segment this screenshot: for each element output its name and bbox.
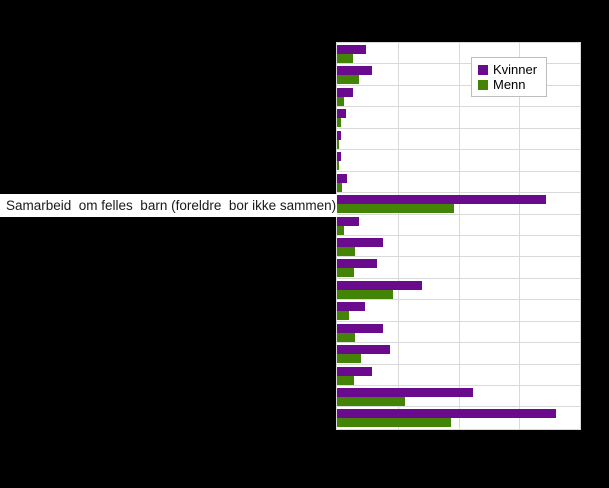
category-row (337, 365, 580, 386)
category-label-text: Samarbeid om felles barn (foreldre bor i… (6, 198, 337, 213)
category-row (337, 64, 580, 86)
bar-menn (337, 418, 452, 428)
category-row (337, 343, 580, 365)
bar-kvinner (337, 409, 556, 419)
category-row (337, 322, 580, 344)
bar-menn (337, 311, 350, 321)
category-label: Samarbeid om felles barn (foreldre bor i… (0, 194, 337, 217)
bar-menn (337, 54, 353, 63)
category-row (337, 86, 580, 108)
bar-kvinner (337, 66, 373, 76)
bars-area (337, 43, 580, 429)
bar-kvinner (337, 87, 353, 97)
bar-kvinner (337, 173, 347, 183)
bar-menn (337, 375, 354, 385)
bar-kvinner (337, 45, 367, 54)
category-row (337, 193, 580, 215)
bar-menn (337, 161, 340, 171)
bar-menn (337, 139, 340, 149)
bar-menn (337, 182, 342, 192)
kvinner-swatch-icon (478, 64, 488, 75)
category-row (337, 300, 580, 322)
bar-menn (337, 96, 345, 106)
bar-kvinner (337, 152, 341, 162)
vertical-gridline (519, 43, 521, 429)
bar-menn (337, 397, 406, 406)
bar-kvinner (337, 109, 346, 119)
bar-menn (337, 75, 359, 85)
bar-kvinner (337, 323, 384, 333)
bar-kvinner (337, 130, 341, 140)
bar-kvinner (337, 345, 391, 355)
legend-item-kvinner[interactable]: Kvinner (478, 62, 537, 77)
bar-menn (337, 268, 354, 278)
category-row (337, 236, 580, 258)
legend: Kvinner Menn (471, 57, 548, 97)
category-row (337, 129, 580, 151)
bar-kvinner (337, 216, 359, 226)
bar-menn (337, 354, 362, 364)
bar-menn (337, 225, 345, 235)
bar-kvinner (337, 195, 546, 205)
vertical-gridline (397, 43, 399, 429)
category-row (337, 43, 580, 65)
legend-label: Kvinner (493, 62, 538, 77)
category-row (337, 257, 580, 279)
bar-kvinner (337, 280, 423, 290)
category-row (337, 150, 580, 172)
bar-kvinner (337, 259, 378, 269)
bar-menn (337, 332, 356, 342)
category-row (337, 107, 580, 129)
bar-menn (337, 246, 356, 256)
category-row (337, 215, 580, 236)
bar-menn (337, 204, 454, 214)
menn-swatch-icon (478, 79, 488, 90)
category-row (337, 279, 580, 301)
bar-kvinner (337, 366, 373, 376)
vertical-gridline (458, 43, 460, 429)
legend-label: Menn (493, 77, 526, 92)
legend-item-menn[interactable]: Menn (478, 77, 537, 92)
category-row (337, 172, 580, 194)
bar-menn (337, 289, 393, 299)
plot-area: Kvinner Menn (336, 42, 581, 430)
category-row (337, 407, 580, 428)
bar-kvinner (337, 302, 365, 312)
category-row (337, 386, 580, 408)
bar-menn (337, 118, 341, 128)
bar-kvinner (337, 388, 474, 397)
bar-kvinner (337, 237, 384, 247)
